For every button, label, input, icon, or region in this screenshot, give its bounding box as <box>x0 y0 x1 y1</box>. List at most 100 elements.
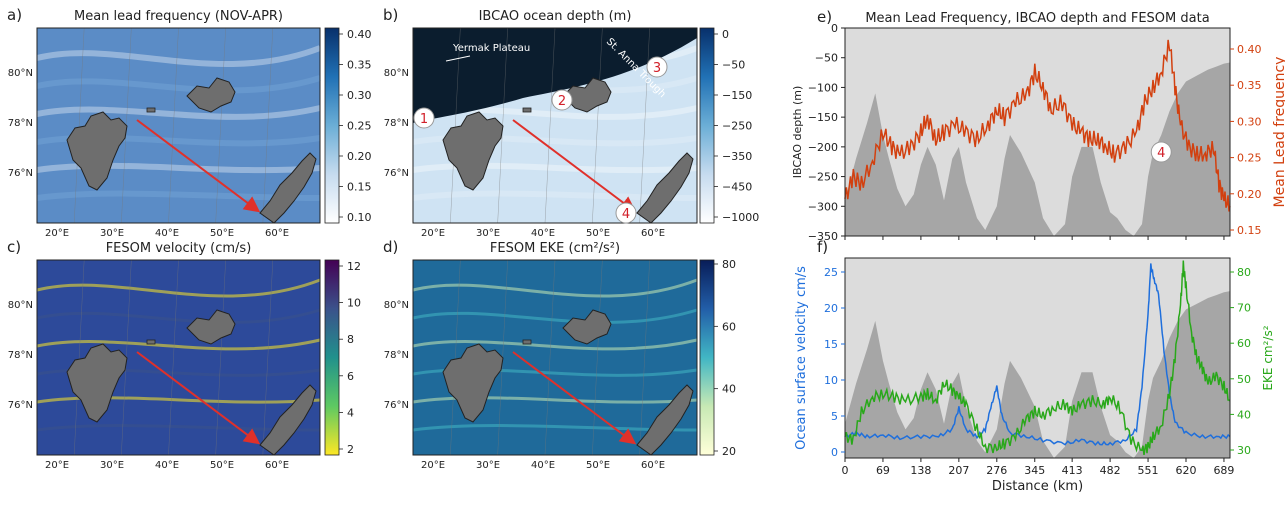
graticule-line <box>215 259 226 456</box>
colorbar <box>699 259 715 456</box>
svalbard-landmass <box>66 111 128 191</box>
transect-arrow <box>136 351 261 445</box>
lon-label: 50°E <box>210 460 234 471</box>
y-tick-label-left: 25 <box>824 266 838 279</box>
lat-label: 76°N <box>384 168 409 179</box>
colorbar-tick-label: 0 <box>722 28 729 41</box>
graticule-line <box>639 259 650 456</box>
lat-label: 80°N <box>8 68 33 79</box>
lon-label: 20°E <box>421 460 445 471</box>
y-tick-label-left: −350 <box>808 230 838 243</box>
yermak-pointer <box>445 55 471 62</box>
y-tick-label-left: −300 <box>808 200 838 213</box>
franz-josef-land-landmass <box>186 77 236 113</box>
colorbar-tick-label: 4 <box>347 406 354 419</box>
colorbar-tick-label: 0.40 <box>347 28 372 41</box>
panel-letter: f) <box>817 238 828 256</box>
transect-arrow <box>512 351 637 445</box>
graticule-line <box>215 27 226 224</box>
y-tick-label-left: 15 <box>824 338 838 351</box>
map-texture-band <box>36 396 321 404</box>
lat-label: 80°N <box>8 300 33 311</box>
panel-letter: c) <box>7 238 21 256</box>
x-tick-label: 413 <box>1062 464 1083 477</box>
y-tick-label-right: 40 <box>1237 408 1251 421</box>
plot-frame <box>844 257 1231 459</box>
x-tick-label: 69 <box>876 464 890 477</box>
lat-label: 80°N <box>384 300 409 311</box>
site-marker-circle <box>615 202 637 224</box>
site-marker-label: 4 <box>1157 146 1165 161</box>
map-texture-band <box>412 308 698 324</box>
y-axis-label-right: EKE cm²/s² <box>1261 325 1275 390</box>
panel-letter: b) <box>383 6 398 24</box>
graticule-line <box>262 27 274 224</box>
x-axis-label: Distance (km) <box>992 479 1083 494</box>
y-tick-label-left: 10 <box>824 374 838 387</box>
map-texture-band <box>36 308 321 324</box>
colorbar-tick-label: 0.30 <box>347 89 372 102</box>
colorbar-tick-label: −50 <box>722 59 745 72</box>
lon-label: 60°E <box>265 228 289 239</box>
lon-label: 30°E <box>476 460 500 471</box>
x-tick-label: 551 <box>1138 464 1159 477</box>
y-tick-label-right: 80 <box>1237 266 1251 279</box>
colorbar-tick-label: 0.15 <box>347 181 372 194</box>
site-marker-circle <box>551 89 573 111</box>
x-tick-label: 620 <box>1176 464 1197 477</box>
x-tick-label: 207 <box>948 464 969 477</box>
svalbard-landmass <box>442 111 504 191</box>
graticule-line <box>639 27 650 224</box>
deep-ocean-region <box>413 28 697 123</box>
map-title: FESOM EKE (cm²/s²) <box>490 241 620 256</box>
yermak-plateau-label: Yermak Plateau <box>452 43 530 54</box>
y-axis-label-right: Mean Lead frequency <box>1272 57 1285 208</box>
franz-josef-land-landmass <box>562 77 612 113</box>
colorbar-tick-label: 0.25 <box>347 120 372 133</box>
colorbar <box>324 27 340 224</box>
y-tick-label-right: 0.25 <box>1237 152 1262 165</box>
novaya-zemlya-landmass <box>259 384 317 456</box>
kvitoya-island <box>146 107 156 113</box>
map-panel-d: d) FESOM EKE (cm²/s²) 80°N 78°N 76°N 20°E 30°E… <box>383 238 736 471</box>
depth-area <box>845 62 1230 237</box>
graticule-line <box>544 27 556 224</box>
map-texture-band <box>36 45 322 67</box>
site-marker-label: 1 <box>420 112 428 127</box>
map-title: IBCAO ocean depth (m) <box>479 9 632 24</box>
series-line-velocity <box>844 263 1231 447</box>
graticule-line <box>262 259 274 456</box>
kvitoya-island <box>522 107 532 113</box>
site-marker-label: 2 <box>558 94 566 109</box>
panel-letter: d) <box>383 238 398 256</box>
x-tick-label: 276 <box>986 464 1007 477</box>
map-texture-band <box>412 396 698 404</box>
map-texture-band <box>412 278 698 298</box>
map-texture-band <box>36 278 321 298</box>
y-tick-label-right: 70 <box>1237 302 1251 315</box>
colorbar-tick-label: −350 <box>722 150 752 163</box>
map-frame <box>412 27 698 224</box>
lon-label: 30°E <box>100 228 124 239</box>
franz-josef-land-landmass <box>562 309 612 345</box>
lat-label: 76°N <box>384 400 409 411</box>
lat-label: 78°N <box>8 118 33 129</box>
lon-label: 40°E <box>531 228 555 239</box>
site-marker-label: 3 <box>653 61 661 76</box>
map-panels: a) Mean lead frequency (NOV-APR) 80°N 78°N 7… <box>7 6 759 471</box>
map-background <box>37 28 320 223</box>
y-tick-label-right: 30 <box>1237 444 1251 457</box>
novaya-zemlya-landmass <box>259 152 317 224</box>
x-tick-label: 345 <box>1024 464 1045 477</box>
x-tick-label: 689 <box>1213 464 1234 477</box>
x-tick-label: 0 <box>842 464 849 477</box>
colorbar <box>699 27 715 224</box>
site-marker-circle <box>646 56 668 78</box>
lon-label: 20°E <box>45 460 69 471</box>
map-texture-band <box>36 162 321 174</box>
y-tick-label-right: 60 <box>1237 337 1251 350</box>
site-marker-circle <box>413 107 435 129</box>
franz-josef-land-landmass <box>186 309 236 345</box>
lat-label: 80°N <box>384 68 409 79</box>
